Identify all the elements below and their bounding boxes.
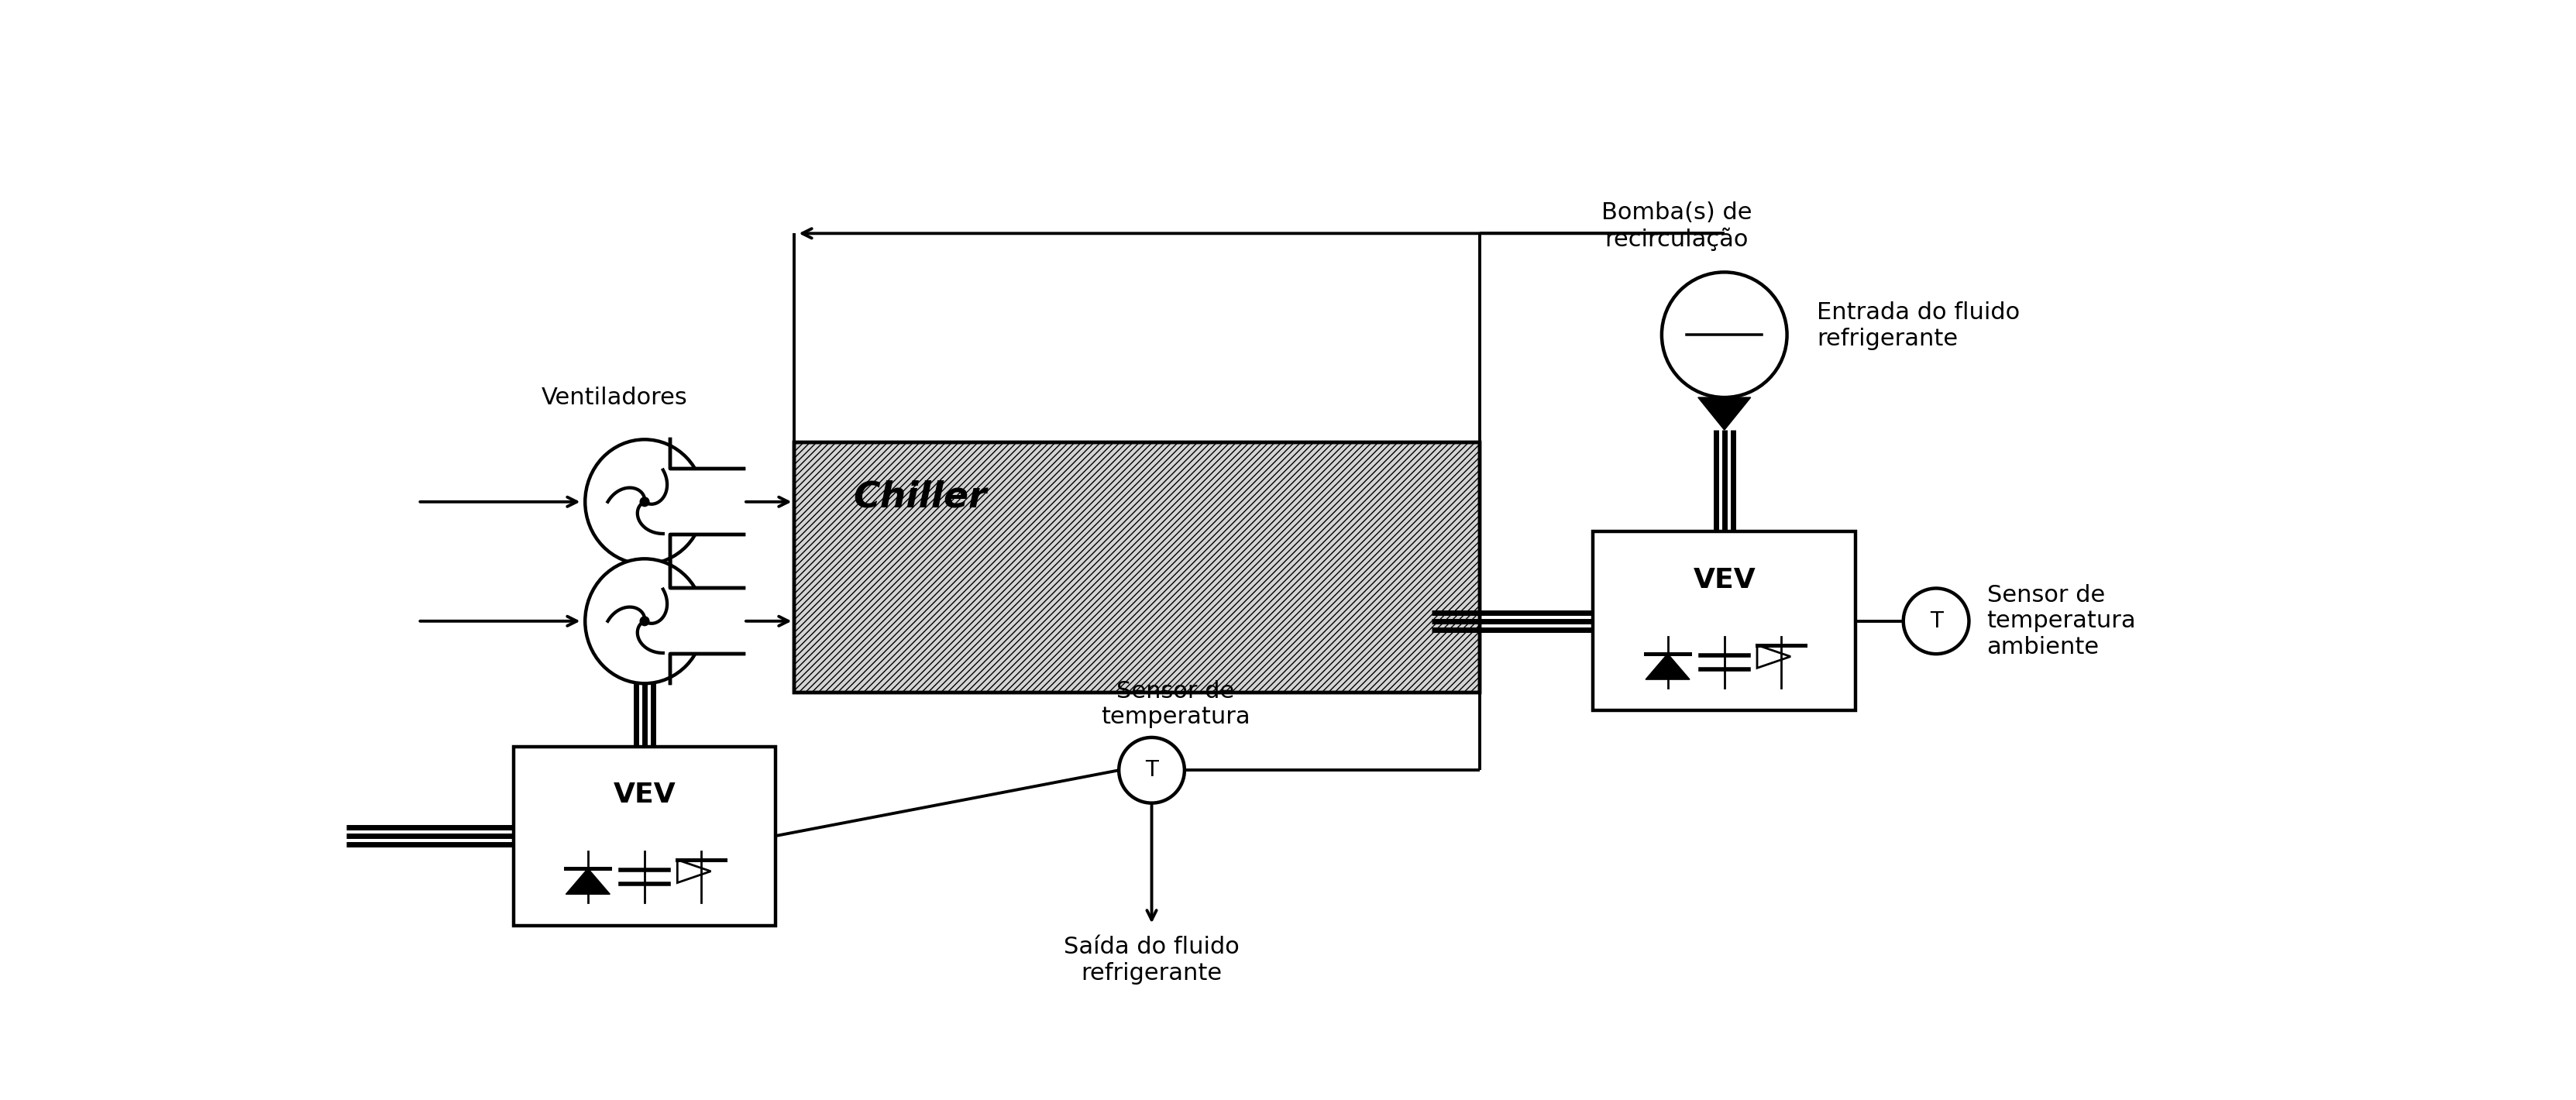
- Bar: [793, 442, 1479, 693]
- Circle shape: [1662, 272, 1788, 397]
- Ellipse shape: [585, 440, 703, 564]
- Text: Entrada do fluido
refrigerante: Entrada do fluido refrigerante: [1816, 301, 2020, 350]
- Circle shape: [639, 617, 649, 626]
- Text: T: T: [1929, 610, 1942, 632]
- Text: T: T: [1146, 759, 1159, 781]
- Ellipse shape: [585, 559, 703, 683]
- Bar: [513, 747, 775, 925]
- Bar: [670, 469, 744, 535]
- Text: VEV: VEV: [613, 781, 675, 807]
- Text: Ventiladores: Ventiladores: [541, 387, 688, 409]
- Text: Chiller: Chiller: [853, 480, 987, 515]
- Polygon shape: [1646, 653, 1690, 680]
- Text: Sensor de
temperatura: Sensor de temperatura: [1100, 680, 1249, 728]
- Circle shape: [1904, 588, 1968, 653]
- Circle shape: [639, 497, 649, 506]
- Polygon shape: [567, 868, 611, 894]
- Bar: [793, 442, 1479, 693]
- Text: VEV: VEV: [1692, 566, 1757, 593]
- Polygon shape: [1698, 397, 1752, 430]
- Text: Bomba(s) de
recirculação: Bomba(s) de recirculação: [1602, 201, 1752, 251]
- Text: Saída do fluido
refrigerante: Saída do fluido refrigerante: [1064, 936, 1239, 984]
- Bar: [1592, 531, 1855, 711]
- Circle shape: [1118, 737, 1185, 803]
- Bar: [670, 588, 744, 654]
- Text: Sensor de
temperatura
ambiente: Sensor de temperatura ambiente: [1986, 584, 2136, 659]
